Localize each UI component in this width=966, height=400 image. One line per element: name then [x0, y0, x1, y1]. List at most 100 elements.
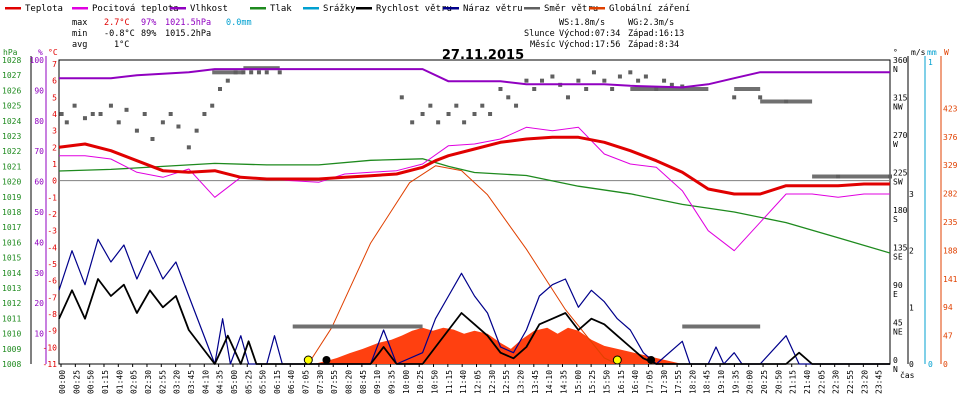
time-tick-19: 07:55 [330, 370, 339, 394]
temp-tick-18: 7 [52, 60, 57, 69]
time-tick-29: 12:05 [474, 370, 483, 394]
time-tick-2: 00:50 [87, 370, 96, 394]
dir-point-27 [399, 95, 404, 100]
time-tick-56: 23:20 [860, 370, 869, 394]
pct-unit: % [38, 48, 43, 57]
moon-marker-3 [647, 356, 656, 364]
dir-point-6 [108, 103, 113, 108]
time-tick-40: 16:40 [631, 370, 640, 394]
hpa-unit: hPa [3, 48, 18, 57]
time-axis-label: čas [900, 370, 915, 380]
time-tick-17: 07:05 [302, 370, 311, 394]
dir-point-36 [480, 103, 485, 108]
dir-point-57 [662, 78, 667, 83]
temp-tick-17: 6 [52, 77, 57, 86]
w-tick-8: 376 [943, 133, 958, 142]
wind-tick-3: 3 [909, 190, 914, 199]
dir-point-19 [218, 87, 223, 91]
temp-tick-16: 5 [52, 93, 57, 102]
time-tick-50: 20:50 [774, 370, 783, 394]
temp-tick-11: 0 [52, 177, 57, 186]
stat-min-hum: 89% [141, 29, 156, 39]
hpa-tick-9: 1017 [2, 223, 21, 232]
dir-point-47 [576, 78, 581, 83]
dir-tick-name-8: N [893, 65, 898, 74]
dir-tick-name-5: SW [893, 178, 903, 187]
stat-ws: WS:1.8m/s [559, 18, 605, 28]
temp-tick-7: -4 [47, 243, 57, 252]
stat-avg-label: avg [72, 40, 87, 50]
legend-swatch-0 [5, 7, 21, 10]
series-temp [58, 135, 890, 196]
time-tick-13: 05:25 [244, 370, 253, 394]
legend-label-2: Vlhkost [190, 4, 228, 14]
dir-tick-deg-8: 360 [893, 56, 908, 65]
time-tick-30: 12:30 [488, 370, 497, 394]
legend-swatch-5 [356, 7, 372, 10]
temp-tick-2: -9 [47, 327, 57, 336]
dir-point-40 [514, 103, 519, 108]
dir-point-64 [888, 174, 892, 179]
dir-unit: ° [893, 48, 898, 57]
time-tick-41: 17:05 [645, 370, 654, 394]
legend-swatch-7 [524, 7, 540, 10]
time-tick-39: 16:15 [617, 370, 626, 394]
time-tick-26: 10:50 [431, 370, 440, 394]
dir-point-48 [584, 87, 589, 91]
time-tick-54: 22:30 [832, 370, 841, 394]
time-tick-8: 03:20 [173, 370, 182, 394]
time-tick-42: 17:30 [660, 370, 669, 394]
series-feels [59, 126, 890, 252]
dir-point-0 [59, 112, 64, 116]
dir-point-37 [488, 112, 493, 116]
time-tick-20: 08:20 [345, 370, 354, 394]
sun-marker-0 [303, 355, 313, 365]
hpa-tick-16: 1024 [2, 117, 21, 126]
temp-tick-13: 2 [52, 143, 57, 152]
temp-unit: °C [48, 48, 58, 57]
temp-tick-9: -2 [47, 210, 57, 219]
time-tick-38: 15:50 [602, 370, 611, 394]
dir-point-25 [264, 70, 269, 75]
time-tick-57: 23:45 [875, 370, 884, 394]
stat-min-label: min [72, 29, 87, 39]
dir-point-30 [428, 103, 433, 108]
dir-point-22 [241, 70, 246, 75]
temp-tick-15: 4 [52, 110, 57, 119]
time-tick-32: 13:20 [516, 370, 525, 394]
temp-tick-10: -1 [47, 193, 57, 202]
dir-point-15 [186, 145, 191, 150]
dir-tick-deg-4: 180 [893, 206, 908, 215]
time-tick-34: 14:10 [545, 370, 554, 394]
legend-label-3: Tlak [270, 4, 292, 14]
legend-swatch-1 [72, 7, 88, 10]
hpa-tick-19: 1027 [2, 71, 21, 80]
time-tick-55: 22:55 [846, 370, 855, 394]
hpa-tick-3: 1011 [2, 314, 21, 323]
dir-point-58 [669, 82, 674, 87]
w-tick-6: 282 [943, 190, 958, 199]
stat-wg: WG:2.3m/s [628, 18, 674, 28]
dir-point-26 [277, 70, 282, 75]
dir-point-43 [540, 78, 545, 83]
dir-point-49 [591, 70, 596, 75]
time-tick-4: 01:40 [115, 370, 124, 394]
dir-point-7 [116, 120, 121, 125]
legend-label-4: Srážky [323, 4, 356, 14]
dir-point-3 [82, 116, 87, 121]
hpa-tick-15: 1023 [2, 132, 21, 141]
legend-label-5: Rychlost větru [376, 4, 452, 14]
hpa-tick-0: 1008 [2, 360, 21, 369]
hpa-tick-7: 1015 [2, 254, 21, 263]
dir-point-62 [784, 99, 789, 104]
stat-sunset: Západ:16:13 [628, 29, 684, 39]
stat-sunrise: Východ:07:34 [559, 29, 620, 39]
w-tick-5: 235 [943, 218, 958, 227]
time-tick-22: 09:10 [373, 370, 382, 394]
pct-tick-4: 20 [34, 299, 44, 308]
moon-marker-2 [322, 356, 331, 364]
time-tick-16: 06:40 [287, 370, 296, 394]
dir-point-24 [256, 70, 261, 75]
stat-max-temp: 2.7°C [104, 18, 130, 28]
legend-swatch-6 [443, 7, 459, 10]
